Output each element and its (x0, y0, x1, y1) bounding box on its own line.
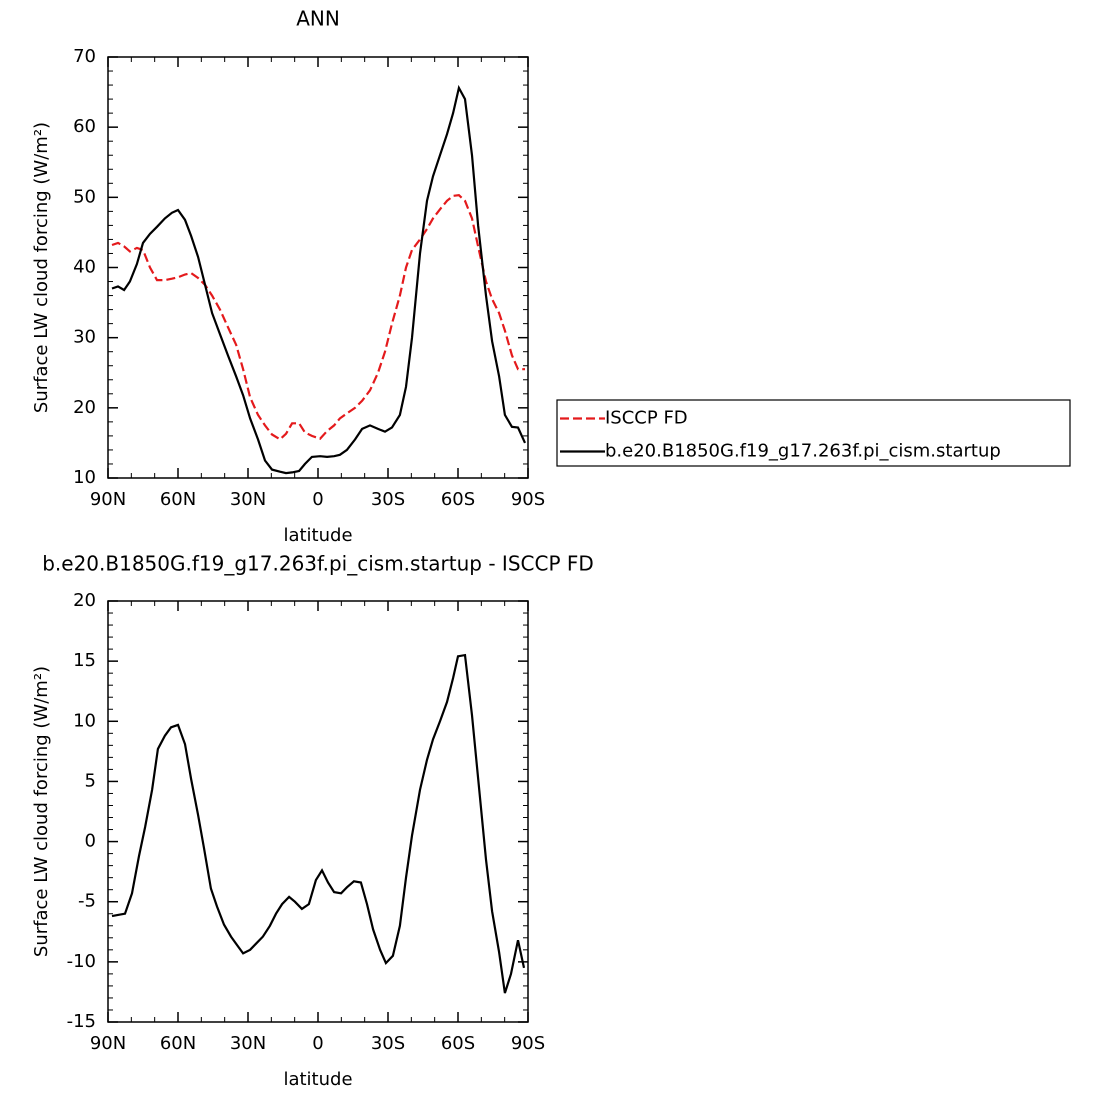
x-tick-label: 30N (230, 1033, 266, 1054)
x-tick-label: 30S (371, 1033, 405, 1054)
y-tick-label: 70 (73, 46, 96, 67)
y-tick-label: 15 (73, 650, 96, 671)
y-tick-label: 30 (73, 327, 96, 348)
x-tick-label: 90N (90, 1033, 126, 1054)
x-tick-label: 90S (511, 489, 545, 510)
y-tick-label: -5 (78, 891, 96, 912)
x-tick-label: 30N (230, 489, 266, 510)
chart-title: ANN (296, 7, 340, 31)
y-tick-label: 20 (73, 590, 96, 611)
x-axis-label: latitude (283, 1069, 352, 1090)
x-tick-label: 90N (90, 489, 126, 510)
chart-title: b.e20.B1850G.f19_g17.263f.pi_cism.startu… (42, 552, 594, 576)
x-tick-label: 60N (160, 1033, 196, 1054)
y-tick-label: 20 (73, 397, 96, 418)
y-tick-label: 40 (73, 257, 96, 278)
y-tick-label: 10 (73, 467, 96, 488)
y-tick-label: -10 (67, 951, 96, 972)
x-tick-label: 60N (160, 489, 196, 510)
data-line (111, 194, 525, 441)
data-line (111, 84, 527, 475)
y-axis-label: Surface LW cloud forcing (W/m²) (31, 122, 52, 413)
legend-box (556, 399, 1071, 467)
plot-frame (107, 56, 529, 479)
y-tick-label: 5 (85, 770, 96, 791)
y-tick-label: -15 (67, 1011, 96, 1032)
x-tick-label: 90S (511, 1033, 545, 1054)
y-tick-label: 0 (85, 831, 96, 852)
y-axis-label: Surface LW cloud forcing (W/m²) (31, 666, 52, 957)
legend-label: b.e20.B1850G.f19_g17.263f.pi_cism.startu… (605, 441, 1001, 462)
x-tick-label: 0 (312, 1033, 323, 1054)
x-tick-label: 30S (371, 489, 405, 510)
x-tick-label: 60S (441, 1033, 475, 1054)
x-tick-label: 0 (312, 489, 323, 510)
x-tick-label: 60S (441, 489, 475, 510)
x-axis-label: latitude (283, 525, 352, 546)
legend-label: ISCCP FD (605, 408, 688, 429)
y-tick-label: 10 (73, 710, 96, 731)
y-tick-label: 60 (73, 116, 96, 137)
data-line (111, 653, 526, 994)
y-tick-label: 50 (73, 186, 96, 207)
